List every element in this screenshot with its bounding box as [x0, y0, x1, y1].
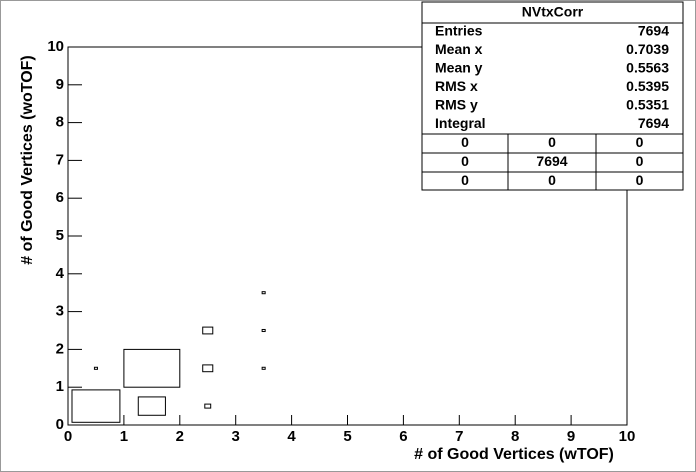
x-tick-label: 9 — [567, 428, 575, 445]
bin-box — [123, 348, 181, 388]
stats-cell: 0 — [636, 172, 644, 188]
stats-value: 7694 — [638, 115, 669, 131]
y-axis-label: # of Good Vertices (woTOF) — [19, 55, 36, 265]
stats-value: 0.5351 — [626, 97, 669, 113]
y-tick-label: 0 — [56, 416, 64, 433]
x-tick-label: 8 — [511, 428, 519, 445]
x-tick-label: 10 — [619, 428, 636, 445]
y-tick-label: 6 — [56, 189, 64, 206]
stats-cell: 0 — [548, 172, 556, 188]
y-tick-label: 5 — [56, 227, 64, 244]
stats-cell: 0 — [461, 172, 469, 188]
x-tick-label: 7 — [455, 428, 463, 445]
stats-label: RMS y — [435, 97, 478, 113]
x-tick-label: 4 — [287, 428, 296, 445]
bin-box — [261, 328, 266, 333]
stats-cell: 0 — [636, 134, 644, 150]
bin-box — [261, 291, 266, 295]
bin-box — [93, 366, 98, 370]
bin-box — [71, 389, 121, 423]
stats-value: 0.5395 — [626, 78, 669, 94]
stats-cell: 0 — [461, 153, 469, 169]
stats-value: 7694 — [638, 23, 669, 39]
bin-box — [137, 396, 166, 416]
bin-box — [202, 364, 214, 373]
y-tick-label: 2 — [56, 340, 64, 357]
stats-cell: 0 — [548, 134, 556, 150]
stats-cell: 0 — [461, 134, 469, 150]
x-tick-label: 6 — [399, 428, 407, 445]
x-axis-label: # of Good Vertices (wTOF) — [414, 446, 614, 463]
stats-label: Mean y — [435, 60, 483, 76]
stats-value: 0.7039 — [626, 41, 669, 57]
bin-box — [261, 366, 266, 370]
bin-box — [204, 403, 212, 409]
y-tick-label: 7 — [56, 151, 64, 168]
y-tick-label: 8 — [56, 114, 64, 131]
y-tick-label: 3 — [56, 303, 64, 320]
x-tick-label: 5 — [343, 428, 351, 445]
bin-box — [202, 326, 214, 335]
stats-cell: 7694 — [536, 153, 567, 169]
stats-value: 0.5563 — [626, 60, 669, 76]
stats-label: Mean x — [435, 41, 483, 57]
x-tick-label: 2 — [176, 428, 184, 445]
stats-box — [421, 1, 684, 191]
y-tick-label: 9 — [56, 76, 64, 93]
stats-label: Entries — [435, 23, 483, 39]
y-tick-label: 10 — [47, 38, 64, 55]
x-tick-label: 3 — [232, 428, 240, 445]
stats-cell: 0 — [636, 153, 644, 169]
y-tick-label: 1 — [56, 378, 64, 395]
stats-label: Integral — [435, 115, 486, 131]
stats-label: RMS x — [435, 78, 478, 94]
stats-title: NVtxCorr — [522, 4, 584, 20]
x-tick-label: 0 — [64, 428, 72, 445]
y-tick-label: 4 — [56, 265, 65, 282]
x-tick-label: 1 — [120, 428, 128, 445]
